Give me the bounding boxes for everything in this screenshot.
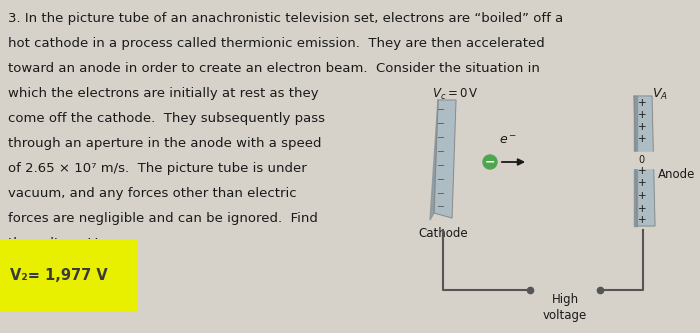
Text: −: − (437, 147, 445, 157)
Text: −: − (437, 175, 445, 185)
Text: which the electrons are initially at rest as they: which the electrons are initially at res… (8, 87, 318, 100)
Text: −: − (484, 156, 496, 168)
Text: $e^-$: $e^-$ (499, 134, 517, 147)
Text: 0: 0 (638, 155, 644, 165)
Text: +: + (638, 166, 647, 176)
Text: +: + (638, 122, 647, 132)
Polygon shape (430, 100, 438, 220)
Text: +: + (638, 134, 647, 144)
Text: −: − (437, 105, 445, 115)
Text: 3. In the picture tube of an anachronistic television set, electrons are “boiled: 3. In the picture tube of an anachronist… (8, 12, 564, 25)
Polygon shape (434, 100, 456, 218)
Text: $V_A$: $V_A$ (652, 87, 668, 102)
Text: hot cathode in a process called thermionic emission.  They are then accelerated: hot cathode in a process called thermion… (8, 37, 545, 50)
Text: +: + (638, 98, 647, 108)
Text: of 2.65 × 10⁷ m/s.  The picture tube is under: of 2.65 × 10⁷ m/s. The picture tube is u… (8, 162, 307, 175)
Text: forces are negligible and can be ignored.  Find: forces are negligible and can be ignored… (8, 212, 318, 225)
Text: +: + (638, 215, 647, 225)
Text: the voltage V₂.: the voltage V₂. (8, 237, 107, 250)
Text: Cathode: Cathode (418, 227, 468, 240)
Polygon shape (634, 96, 637, 226)
Text: −: − (437, 161, 445, 171)
Text: +: + (638, 204, 647, 214)
Text: $V_c = 0\,\mathrm{V}$: $V_c = 0\,\mathrm{V}$ (432, 87, 479, 102)
Polygon shape (633, 152, 656, 168)
Text: through an aperture in the anode with a speed: through an aperture in the anode with a … (8, 137, 321, 150)
Text: −: − (437, 119, 445, 129)
Text: V₂= 1,977 V: V₂= 1,977 V (10, 268, 108, 283)
Text: +: + (638, 178, 647, 188)
Text: Anode: Anode (658, 168, 695, 181)
Polygon shape (634, 96, 655, 226)
Text: −: − (437, 133, 445, 143)
Text: High
voltage: High voltage (543, 293, 587, 322)
Text: vacuum, and any forces other than electric: vacuum, and any forces other than electr… (8, 187, 297, 200)
Text: −: − (437, 189, 445, 199)
Circle shape (483, 155, 497, 169)
Text: come off the cathode.  They subsequently pass: come off the cathode. They subsequently … (8, 112, 325, 125)
Text: −: − (437, 202, 445, 212)
Text: +: + (638, 110, 647, 120)
Text: toward an anode in order to create an electron beam.  Consider the situation in: toward an anode in order to create an el… (8, 62, 540, 75)
Text: +: + (638, 191, 647, 201)
